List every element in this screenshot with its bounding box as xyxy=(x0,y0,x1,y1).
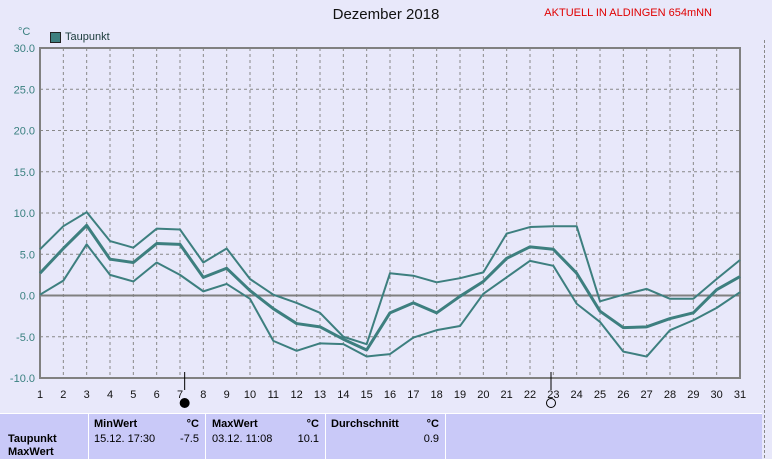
x-tick-label: 22 xyxy=(524,389,536,401)
avg-value: 0.9 xyxy=(423,433,439,445)
row-label: MaxWert xyxy=(8,446,54,458)
x-tick-label: 19 xyxy=(454,389,466,401)
legend-label: Taupunkt xyxy=(65,31,110,43)
x-tick-label: 20 xyxy=(477,389,489,401)
x-tick-label: 7 xyxy=(177,389,183,401)
y-tick-label: 5.0 xyxy=(20,249,35,261)
x-tick-label: 27 xyxy=(641,389,653,401)
x-tick-label: 3 xyxy=(84,389,90,401)
x-tick-label: 14 xyxy=(337,389,349,401)
x-tick-label: 28 xyxy=(664,389,676,401)
x-tick-label: 13 xyxy=(314,389,326,401)
legend: Taupunkt xyxy=(50,31,110,43)
y-tick-label: 10.0 xyxy=(14,208,35,220)
max-time: 03.12. 11:08 xyxy=(212,433,273,445)
y-tick-label: -10.0 xyxy=(10,373,35,385)
unit-header: °C xyxy=(306,418,319,430)
x-tick-label: 31 xyxy=(734,389,746,401)
label-column: Taupunkt MaxWert xyxy=(0,414,89,459)
y-tick-label: 0.0 xyxy=(20,291,35,303)
min-column: MinWert °C 15.12. 17:30 -7.5 xyxy=(88,414,206,459)
chart-title: Dezember 2018 xyxy=(332,6,440,23)
x-tick-label: 17 xyxy=(407,389,419,401)
y-tick-label: 15.0 xyxy=(14,167,35,179)
y-tick-label: 30.0 xyxy=(14,43,35,55)
plot-frame xyxy=(39,47,741,379)
x-tick-label: 11 xyxy=(268,389,279,401)
x-tick-label: 1 xyxy=(37,389,43,401)
y-axis-unit: °C xyxy=(18,26,31,38)
series-line xyxy=(39,211,741,346)
station-label: AKTUELL IN ALDINGEN 654mNN xyxy=(544,7,712,19)
min-time: 15.12. 17:30 xyxy=(94,433,156,445)
x-tick-label: 16 xyxy=(384,389,396,401)
unit-header: °C xyxy=(186,418,199,430)
new-moon-icon xyxy=(179,398,190,408)
series-line xyxy=(38,223,741,352)
y-tick-label: -5.0 xyxy=(16,332,35,344)
full-moon-icon xyxy=(546,398,556,408)
min-header: MinWert xyxy=(94,418,138,430)
x-tick-label: 12 xyxy=(291,389,303,401)
avg-header: Durchschnitt xyxy=(331,418,399,430)
min-value: -7.5 xyxy=(180,433,199,445)
x-tick-label: 4 xyxy=(107,389,113,401)
x-tick-label: 18 xyxy=(431,389,443,401)
x-tick-label: 5 xyxy=(130,389,136,401)
x-tick-label: 9 xyxy=(224,389,230,401)
x-tick-label: 30 xyxy=(711,389,723,401)
legend-swatch xyxy=(50,31,61,43)
x-tick-label: 25 xyxy=(594,389,606,401)
max-value: 10.1 xyxy=(297,433,319,445)
x-tick-label: 15 xyxy=(361,389,373,401)
max-header: MaxWert xyxy=(212,418,258,430)
y-tick-label: 25.0 xyxy=(14,84,35,96)
row-label: Taupunkt xyxy=(8,433,57,445)
stats-table: Taupunkt MaxWert MinWert °C 15.12. 17:30… xyxy=(0,413,762,459)
x-tick-label: 29 xyxy=(687,389,699,401)
dew-point-chart: 30.025.020.015.010.05.00.0-5.0-10.01 2 3 4 5… xyxy=(10,43,746,408)
x-tick-label: 6 xyxy=(154,389,160,401)
avg-column: Durchschnitt °C 0.9 xyxy=(325,414,446,459)
x-tick-label: 26 xyxy=(617,389,629,401)
series-line xyxy=(39,243,741,358)
x-tick-label: 2 xyxy=(60,389,66,401)
side-panel-strip[interactable] xyxy=(764,40,772,458)
x-tick-label: 24 xyxy=(571,389,583,401)
x-tick-label: 8 xyxy=(200,389,206,401)
y-tick-label: 20.0 xyxy=(14,126,35,138)
unit-header: °C xyxy=(426,418,439,430)
x-tick-label: 10 xyxy=(244,389,256,401)
max-column: MaxWert °C 03.12. 11:08 10.1 xyxy=(205,414,326,459)
x-tick-label: 23 xyxy=(547,389,559,401)
x-tick-label: 21 xyxy=(501,389,513,401)
